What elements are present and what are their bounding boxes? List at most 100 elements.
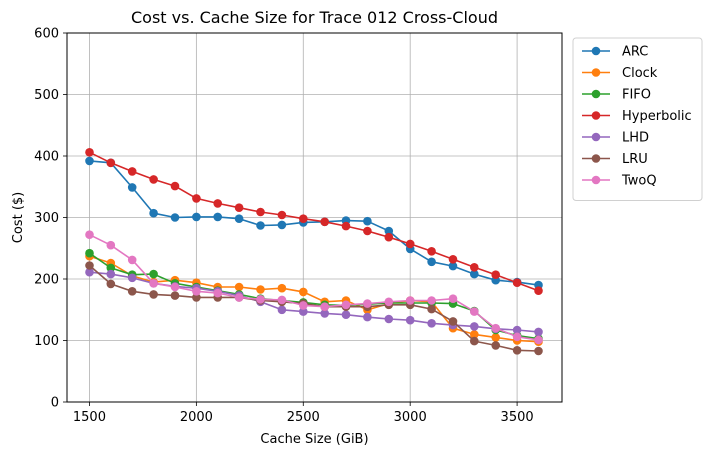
series-twoq [85,230,543,345]
legend-box [572,37,703,201]
series-line-fifo [89,252,539,340]
point-lhd [299,307,308,316]
point-lhd [405,315,415,325]
point-hyperbolic [512,278,522,288]
x-axis-label: Cache Size (GiB) [260,432,368,447]
legend-label: FIFO [622,88,651,103]
legend-label: TwoQ [621,174,657,189]
point-arc [363,216,372,226]
point-twoq [234,293,244,302]
point-arc [127,183,137,192]
y-tick-label: 100 [34,334,59,349]
y-tick-label: 400 [34,150,59,165]
legend-swatch-marker [591,68,601,77]
point-twoq [149,279,158,288]
x-tick-label: 2000 [180,410,213,425]
point-twoq [491,323,501,333]
point-lru [127,287,137,296]
legend-swatch-marker [591,132,601,142]
legend: ARC Clock FIFO Hyperbolic LHD LRU TwoQ [572,37,703,201]
point-hyperbolic [213,199,222,208]
y-axis-label: Cost ($) [11,192,26,243]
point-twoq [448,294,458,304]
point-clock [470,330,479,339]
legend-swatch-marker [591,175,601,185]
point-lhd [320,309,330,318]
point-arc [384,226,394,236]
point-arc [192,212,201,222]
point-twoq [106,240,116,250]
x-tick-label: 3500 [501,410,534,425]
point-hyperbolic [192,194,201,203]
point-twoq [427,296,436,305]
point-arc [277,220,287,230]
point-lhd [341,310,351,320]
legend-item-hyperbolic: Hyperbolic [582,109,692,124]
point-hyperbolic [341,221,351,231]
point-lhd [384,314,394,324]
point-arc [213,212,222,222]
x-tick-label: 3000 [394,410,427,425]
point-twoq [384,297,394,307]
point-lhd [106,269,116,279]
series-line-lru [88,264,539,352]
y-tick-label: 300 [34,211,59,226]
point-hyperbolic [427,247,436,256]
legend-item-lru: LRU [582,152,648,167]
point-lru [470,336,479,346]
point-hyperbolic [405,239,415,249]
point-hyperbolic [170,181,180,191]
point-hyperbolic [127,167,137,176]
point-lhd [427,319,436,328]
point-hyperbolic [106,158,116,168]
point-hyperbolic [491,270,501,280]
point-lhd [512,325,522,335]
point-clock [277,283,287,293]
legend-label: ARC [622,45,648,60]
x-tick-label: 2500 [287,410,320,425]
series-layer [85,148,543,356]
point-arc [170,213,180,222]
series-hyperbolic [85,148,543,296]
point-lru [85,261,94,270]
y-tick-label: 0 [51,396,59,411]
point-twoq [405,296,415,305]
point-twoq [256,295,265,304]
legend-item-lhd: LHD [582,131,649,146]
point-twoq [320,302,330,312]
point-hyperbolic [448,254,458,264]
point-lru [448,317,458,326]
point-clock [299,287,308,297]
point-twoq [299,301,308,310]
point-clock [491,333,501,342]
point-lru [491,341,501,350]
point-arc [234,214,244,223]
point-hyperbolic [234,203,244,212]
y-ticks: 0 100 200 300 400 500 600 [34,27,67,411]
point-lru [512,346,522,355]
point-fifo [85,248,94,258]
point-arc [149,208,158,218]
point-twoq [277,295,287,305]
point-twoq [470,307,479,316]
y-tick-label: 500 [34,88,59,103]
series-line-twoq [89,233,539,341]
point-hyperbolic [470,263,479,272]
legend-label: Hyperbolic [622,109,692,124]
point-arc [85,156,94,166]
legend-swatch-marker [591,46,601,56]
point-lru [149,290,158,299]
point-lhd [534,327,543,337]
point-arc [470,269,479,279]
point-twoq [170,282,180,292]
point-lhd [363,312,372,322]
point-hyperbolic [149,175,158,184]
point-arc [448,261,458,271]
point-twoq [512,332,522,342]
y-tick-label: 200 [34,273,59,288]
point-lru [192,293,201,302]
legend-label: LRU [622,152,648,167]
point-twoq [363,299,372,308]
point-twoq [213,288,222,298]
point-hyperbolic [384,232,394,242]
